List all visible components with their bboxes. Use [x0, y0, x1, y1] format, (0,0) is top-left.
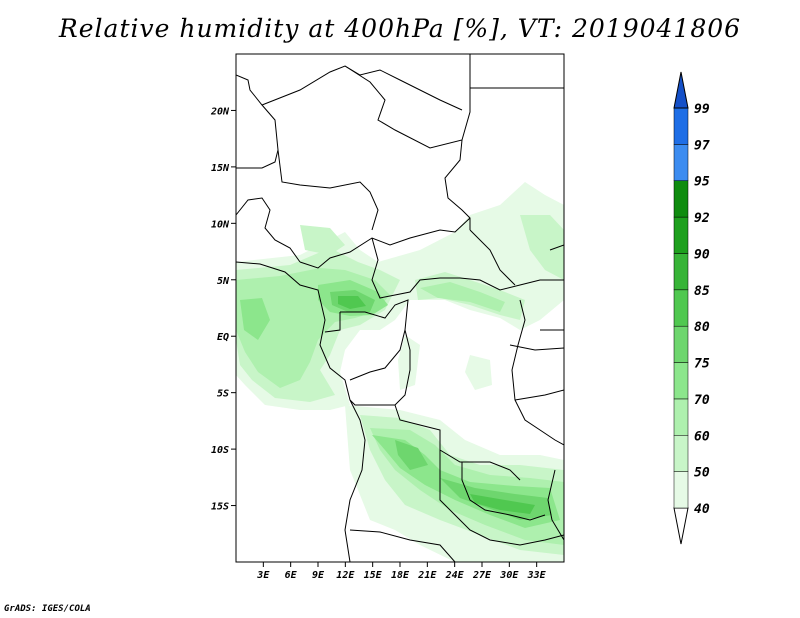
lon-tick-label: 24E	[445, 570, 465, 581]
colorbar-label: 90	[694, 247, 710, 262]
colorbar-segment	[673, 253, 689, 291]
colorbar-label: 85	[694, 284, 710, 299]
colorbar: 40 50 60 70 75 80 85 90 92 95 97 99	[673, 71, 710, 545]
colorbar-label: 75	[694, 357, 710, 372]
colorbar-label: 99	[694, 102, 710, 117]
colorbar-segment	[673, 398, 689, 436]
latitude-axis: 20N 15N 10N 5N EQ 5S 10S 15S	[210, 106, 236, 513]
colorbar-segment	[673, 107, 689, 145]
lon-tick-label: 3E	[256, 570, 270, 581]
lat-tick-label: 15S	[211, 502, 229, 513]
lon-tick-label: 33E	[527, 570, 547, 581]
lon-tick-label: 6E	[285, 570, 298, 581]
lat-tick-label: EQ	[217, 332, 229, 343]
lat-tick-label: 20N	[210, 106, 230, 117]
colorbar-upper-arrow	[673, 71, 689, 109]
colorbar-segment	[673, 216, 689, 254]
colorbar-label: 70	[694, 393, 710, 408]
colorbar-label: 92	[694, 211, 710, 226]
map-title: Relative humidity at 400hPa [%], VT: 201…	[58, 14, 742, 43]
lon-tick-label: 12E	[336, 570, 355, 581]
country-borders	[236, 54, 564, 562]
humidity-shading	[236, 182, 564, 562]
colorbar-segment	[673, 180, 689, 218]
colorbar-segment	[673, 362, 689, 400]
colorbar-segment	[673, 289, 689, 327]
lon-tick-label: 27E	[472, 570, 492, 581]
colorbar-segment	[673, 471, 689, 509]
colorbar-lower-arrow	[673, 507, 689, 545]
lat-tick-label: 15N	[211, 163, 230, 174]
colorbar-label: 50	[694, 466, 710, 481]
colorbar-label: 60	[694, 429, 710, 444]
lat-tick-label: 5N	[217, 276, 230, 287]
colorbar-label: 97	[694, 138, 710, 153]
lon-tick-label: 9E	[312, 570, 325, 581]
colorbar-segment	[673, 325, 689, 363]
lat-tick-label: 5S	[217, 389, 229, 400]
colorbar-segment	[673, 144, 689, 181]
lon-tick-label: 30E	[499, 570, 519, 581]
rh-band-85-90	[338, 296, 535, 514]
grads-credit: GrADS: IGES/COLA	[4, 604, 91, 614]
colorbar-label: 80	[694, 320, 710, 335]
lat-tick-label: 10S	[211, 445, 229, 456]
lon-tick-label: 18E	[391, 570, 410, 581]
lat-tick-label: 10N	[211, 219, 230, 230]
lon-tick-label: 15E	[364, 570, 383, 581]
colorbar-label: 95	[694, 175, 710, 190]
lon-tick-label: 21E	[417, 570, 437, 581]
colorbar-segment	[673, 435, 689, 472]
longitude-axis: 3E 6E 9E 12E 15E 18E 21E 24E 27E 30E 33E	[256, 562, 547, 581]
colorbar-label: 40	[694, 502, 710, 517]
